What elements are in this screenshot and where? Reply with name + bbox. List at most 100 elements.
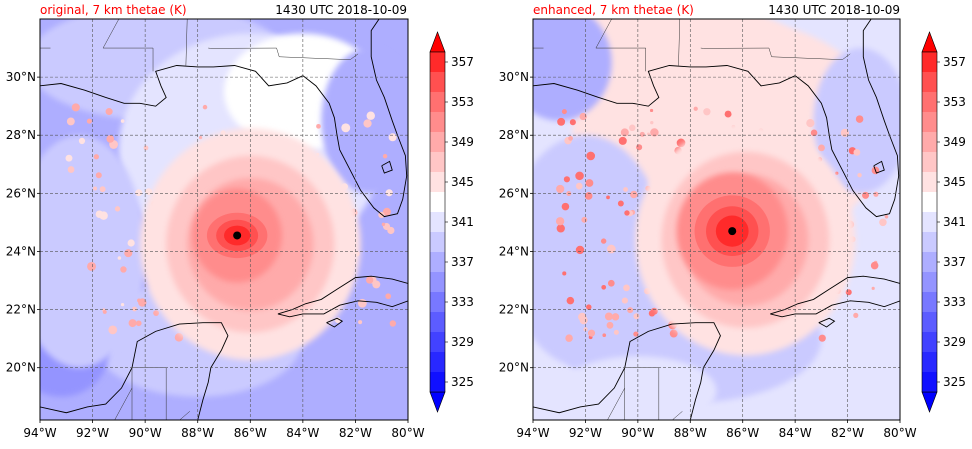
storm-center-marker: [233, 231, 242, 240]
colorbar-tick-label: 345: [451, 175, 474, 189]
lat-tick-label: 26°N: [6, 186, 36, 200]
border-line: [102, 19, 120, 49]
colorbar-tick-label: 341: [943, 215, 966, 229]
colorbar-level: [922, 112, 937, 132]
colorbar-level: [922, 92, 937, 112]
map-panel-enhanced: enhanced, 7 km thetae (K) 1430 UTC 2018-…: [499, 3, 917, 440]
lon-tick-label: 88°W: [181, 426, 214, 440]
storm-center-marker: [728, 227, 737, 236]
border-line: [114, 387, 133, 420]
lat-tick-label: 22°N: [499, 303, 529, 317]
lat-tick-label: 28°N: [6, 128, 36, 142]
colorbar-under-arrow: [921, 391, 938, 413]
coastline-yuc: [40, 322, 229, 420]
lon-tick-label: 86°W: [726, 426, 759, 440]
lon-tick-label: 90°W: [129, 426, 162, 440]
colorbar-level: [430, 232, 445, 252]
colorbar-level: [430, 72, 445, 92]
colorbar-level: [430, 52, 445, 72]
coastline-okee: [381, 160, 393, 174]
colorbar-level: [430, 112, 445, 132]
colorbar-level: [922, 332, 937, 352]
colorbar-level: [430, 212, 445, 232]
border-line: [103, 47, 154, 72]
colorbar-tick-label: 325: [943, 375, 966, 389]
coastlines: [533, 19, 900, 420]
lat-tick-label: 20°N: [499, 361, 529, 375]
border-line: [595, 47, 646, 72]
colorbar-level: [922, 132, 937, 152]
colorbar-level: [430, 372, 445, 392]
axis-ticks: 94°W 92°W 90°W 88°W 86°W 84°W 82°W 80°W 20°N 22°N…: [6, 70, 425, 440]
lon-tick-label: 92°W: [76, 426, 109, 440]
colorbar-level: [430, 312, 445, 332]
colorbar-tick-label: 341: [451, 215, 474, 229]
colorbar-tick-label: 329: [943, 335, 966, 349]
map-frame: [532, 18, 901, 421]
coastlines: [40, 19, 408, 420]
colorbar-tick-label: 353: [943, 95, 966, 109]
colorbar-level: [922, 352, 937, 372]
border-line: [678, 19, 681, 66]
colorbar-over-arrow: [429, 31, 446, 53]
colorbar-level: [922, 372, 937, 392]
lon-tick-label: 94°W: [516, 426, 549, 440]
colorbar-level: [922, 292, 937, 312]
colorbar-level: [922, 212, 937, 232]
colorbar-tick-label: 329: [451, 335, 474, 349]
coastline-yuc: [533, 322, 721, 420]
graticule: [533, 19, 900, 420]
lon-tick-label: 84°W: [286, 426, 319, 440]
colorbar-tick-label: 337: [943, 255, 966, 269]
colorbar-tick-label: 345: [943, 175, 966, 189]
lat-tick-label: 24°N: [499, 244, 529, 258]
lon-tick-label: 90°W: [621, 426, 654, 440]
panel-title-left: original, 7 km thetae (K): [40, 3, 187, 17]
colorbar-tick-label: 325: [451, 375, 474, 389]
coastline-islePinos: [818, 317, 836, 328]
coastline-okee: [873, 160, 885, 174]
coastline-cuba: [277, 275, 408, 318]
border-line: [185, 19, 188, 66]
border-line: [700, 47, 851, 60]
lat-tick-label: 26°N: [499, 186, 529, 200]
border-line: [624, 367, 660, 420]
colorbar-level: [430, 352, 445, 372]
colorbar-level: [430, 332, 445, 352]
border-line: [208, 47, 359, 60]
map-panel-original: original, 7 km thetae (K) 1430 UTC 2018-…: [6, 3, 425, 440]
lat-tick-label: 30°N: [6, 70, 36, 84]
colorbar-level: [922, 192, 937, 212]
colorbar-tick-label: 357: [451, 55, 474, 69]
border-line: [671, 411, 683, 420]
lat-tick-label: 22°N: [6, 303, 36, 317]
colorbar-tick-label: 353: [451, 95, 474, 109]
colorbar-tick-label: 349: [451, 135, 474, 149]
border-line: [131, 367, 167, 420]
colorbar-level: [430, 92, 445, 112]
colorbar-level: [430, 252, 445, 272]
lon-tick-label: 92°W: [569, 426, 602, 440]
colorbar-under-arrow: [429, 391, 446, 413]
colorbar-tick-label: 349: [943, 135, 966, 149]
lat-tick-label: 20°N: [6, 361, 36, 375]
coastline-gulf: [533, 19, 900, 218]
coastline-islePinos: [326, 317, 344, 328]
lat-tick-label: 30°N: [499, 70, 529, 84]
lon-tick-label: 82°W: [831, 426, 864, 440]
lon-tick-label: 84°W: [779, 426, 812, 440]
colorbar-level: [922, 312, 937, 332]
colorbar-level: [922, 232, 937, 252]
colorbar-level: [922, 252, 937, 272]
lon-tick-label: 82°W: [339, 426, 372, 440]
colorbar-original: 325 329 333 337 341 345 349 353 357: [429, 31, 474, 413]
lon-tick-label: 88°W: [674, 426, 707, 440]
colorbar-tick-label: 333: [943, 295, 966, 309]
colorbar-level: [922, 152, 937, 172]
colorbar-over-arrow: [921, 31, 938, 53]
border-line: [607, 387, 625, 420]
colorbar-level: [922, 52, 937, 72]
border-line: [595, 19, 612, 49]
colorbar-level: [430, 152, 445, 172]
